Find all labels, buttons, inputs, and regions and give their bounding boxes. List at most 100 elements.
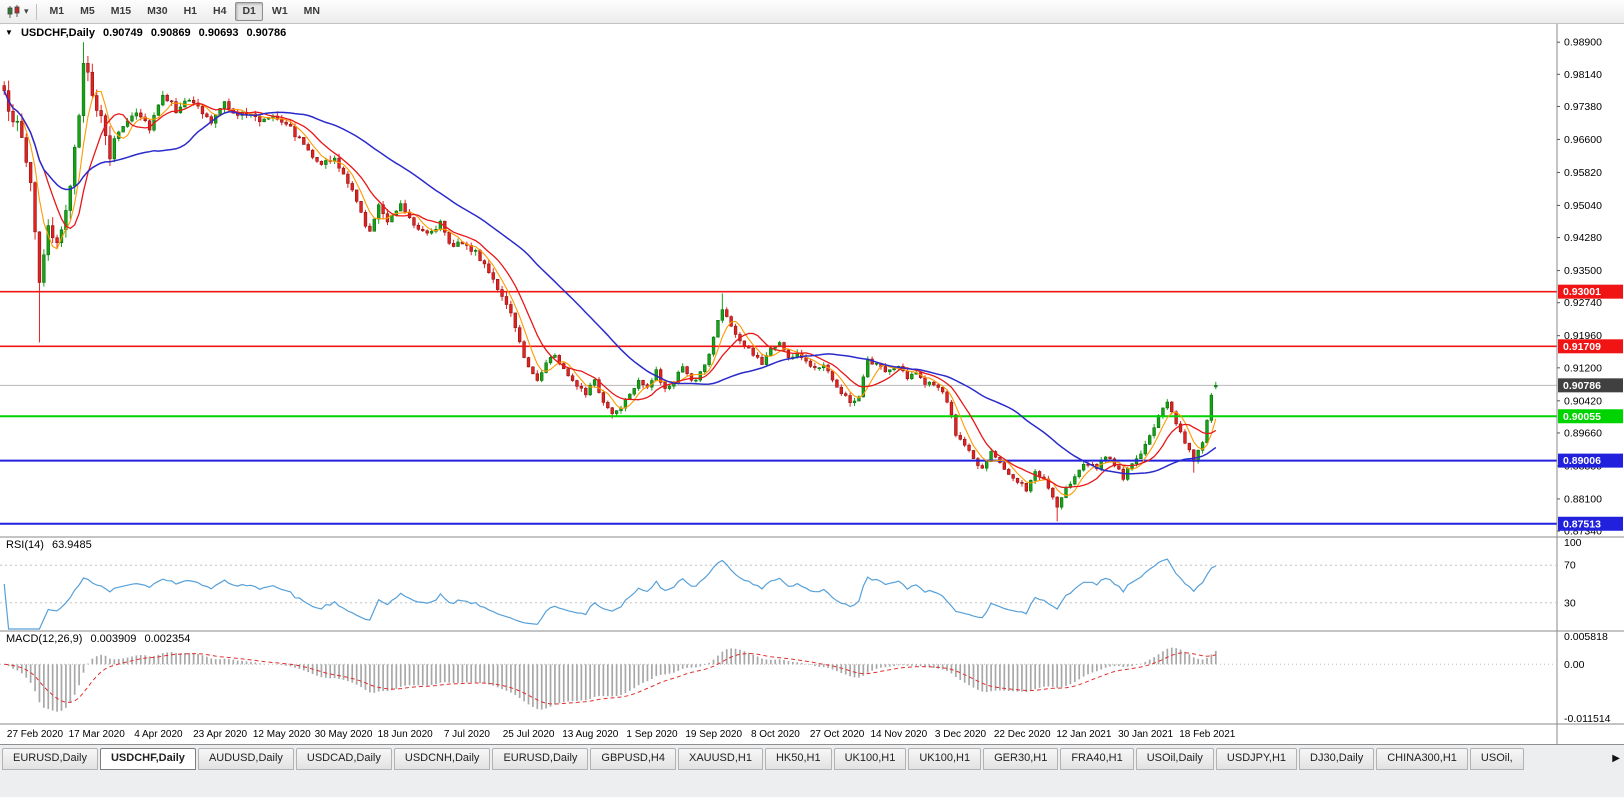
svg-text:0.96600: 0.96600 [1564,134,1602,146]
svg-text:100: 100 [1564,537,1582,549]
svg-text:18 Feb 2021: 18 Feb 2021 [1179,729,1236,740]
timeframe-h4[interactable]: H4 [213,5,227,17]
macd-signal-value: 0.002354 [144,633,191,645]
chart-type-icon[interactable] [4,3,24,21]
ohlc-close: 0.90786 [246,27,287,39]
svg-text:0.88100: 0.88100 [1564,493,1602,505]
macd-signal-line [4,652,1216,705]
svg-text:12 May 2020: 12 May 2020 [253,729,311,740]
svg-text:27 Feb 2020: 27 Feb 2020 [7,729,64,740]
tab-scroll-right-icon[interactable]: ▶ [1612,753,1620,764]
macd-panel [0,647,1557,712]
symbol-tab-usdchf-daily[interactable]: USDCHF,Daily [99,748,196,770]
symbol-tab-ger30-h1[interactable]: GER30,H1 [983,748,1059,770]
svg-text:0.00: 0.00 [1564,659,1585,671]
svg-text:0.90786: 0.90786 [1563,380,1601,392]
svg-text:70: 70 [1564,560,1576,572]
ohlc-high: 0.90869 [150,27,191,39]
svg-text:8 Oct 2020: 8 Oct 2020 [751,729,800,740]
rsi-indicator-name: RSI(14) [6,539,44,551]
timeframe-d1[interactable]: D1 [235,2,263,21]
chart-symbol-period: USDCHF,Daily [20,27,95,39]
timeframe-m5[interactable]: M5 [80,5,95,17]
symbol-tab-audusd-daily[interactable]: AUDUSD,Daily [197,748,294,770]
svg-text:0.95820: 0.95820 [1564,167,1602,179]
horizontal-level-lines[interactable] [0,290,1557,525]
svg-text:4 Apr 2020: 4 Apr 2020 [134,729,183,740]
symbol-tab-xauusd-h1[interactable]: XAUUSD,H1 [677,748,763,770]
symbol-tab-china300-h1[interactable]: CHINA300,H1 [1376,748,1468,770]
svg-text:17 Mar 2020: 17 Mar 2020 [69,729,126,740]
macd-indicator-name: MACD(12,26,9) [6,633,83,645]
symbol-tab-gbpusd-h4[interactable]: GBPUSD,H4 [590,748,676,770]
symbol-tab-usoil[interactable]: USOil, [1469,748,1524,770]
svg-text:30 May 2020: 30 May 2020 [315,729,373,740]
svg-text:0.94280: 0.94280 [1564,232,1602,244]
symbol-tab-uk100-h1[interactable]: UK100,H1 [908,748,982,770]
symbol-tab-usdjpy-h1[interactable]: USDJPY,H1 [1215,748,1298,770]
symbol-tab-usdcnh-daily[interactable]: USDCNH,Daily [393,748,491,770]
symbol-tab-dj30-daily[interactable]: DJ30,Daily [1299,748,1375,770]
svg-text:0.91960: 0.91960 [1564,330,1602,342]
timeframe-mn[interactable]: MN [303,5,320,17]
svg-text:13 Aug 2020: 13 Aug 2020 [562,729,619,740]
timeframe-m30[interactable]: M30 [147,5,168,17]
svg-text:30 Jan 2021: 30 Jan 2021 [1118,729,1173,740]
symbol-tabs-row: EURUSD,Daily USDCHF,Daily AUDUSD,Daily USDC… [0,748,1624,770]
price-level-badges: 0.93001 0.91709 0.90055 0.89006 0.87513 0.907… [1558,284,1623,531]
moving-average-lines [3,90,1217,497]
svg-text:0.90420: 0.90420 [1564,395,1602,407]
candlestick-series [2,42,1218,522]
symbol-tab-usdcad-daily[interactable]: USDCAD,Daily [295,748,392,770]
symbol-tab-hk50-h1[interactable]: HK50,H1 [764,748,832,770]
legend-marker-icon: ▼ [5,28,13,37]
chart-legend: ▼ USDCHF,Daily 0.90749 0.90869 0.90693 0… [5,27,291,39]
svg-text:0.005818: 0.005818 [1564,631,1608,643]
svg-text:0.89660: 0.89660 [1564,427,1602,439]
ohlc-low: 0.90693 [198,27,239,39]
svg-text:7 Jul 2020: 7 Jul 2020 [444,729,491,740]
rsi-indicator-value: 63.9485 [51,539,92,551]
symbol-tab-eurusd-daily[interactable]: EURUSD,Daily [2,748,98,770]
macd-axis-labels: 0.005818 0.00 -0.011514 [1564,631,1611,725]
svg-text:0.91200: 0.91200 [1564,362,1602,374]
panel-separators [0,24,1624,744]
svg-text:1 Sep 2020: 1 Sep 2020 [626,729,678,740]
symbol-tab-uk100-h1[interactable]: UK100,H1 [833,748,907,770]
svg-text:0.98140: 0.98140 [1564,69,1602,81]
svg-text:30: 30 [1564,597,1576,609]
svg-text:22 Dec 2020: 22 Dec 2020 [994,729,1051,740]
macd-main-value: 0.003909 [90,633,137,645]
svg-text:14 Nov 2020: 14 Nov 2020 [870,729,927,740]
svg-text:27 Oct 2020: 27 Oct 2020 [810,729,865,740]
date-axis-labels: 27 Feb 2020 17 Mar 2020 4 Apr 2020 23 Apr 2… [7,729,1236,740]
svg-text:12 Jan 2021: 12 Jan 2021 [1056,729,1111,740]
svg-text:0.89006: 0.89006 [1563,455,1601,467]
svg-text:0.97380: 0.97380 [1564,101,1602,113]
svg-text:19 Sep 2020: 19 Sep 2020 [685,729,742,740]
symbol-tab-usoil-daily[interactable]: USOil,Daily [1135,748,1214,770]
svg-text:23 Apr 2020: 23 Apr 2020 [193,729,247,740]
timeframe-w1[interactable]: W1 [271,5,288,17]
timeframe-m15[interactable]: M15 [110,5,132,17]
symbol-tab-eurusd-daily[interactable]: EURUSD,Daily [492,748,589,770]
timeframe-m1[interactable]: M1 [49,5,65,17]
svg-text:0.91709: 0.91709 [1563,341,1601,353]
timeframe-button-group: M1 M5 M15 M30 H1 H4 D1 W1 MN [42,2,328,21]
svg-text:0.93001: 0.93001 [1563,286,1601,298]
rsi-panel [0,558,1557,630]
rsi-header: RSI(14) 63.9485 [6,539,97,551]
svg-text:0.87513: 0.87513 [1563,518,1601,530]
timeframe-h1[interactable]: H1 [183,5,198,17]
svg-text:0.95040: 0.95040 [1564,200,1602,212]
svg-text:3 Dec 2020: 3 Dec 2020 [935,729,987,740]
symbol-tabbar: EURUSD,Daily USDCHF,Daily AUDUSD,Daily USDC… [0,744,1624,797]
symbol-tab-fra40-h1[interactable]: FRA40,H1 [1060,748,1134,770]
svg-text:0.93500: 0.93500 [1564,265,1602,277]
dropdown-caret-icon[interactable]: ▾ [24,6,29,16]
svg-text:0.92740: 0.92740 [1564,297,1602,309]
macd-header: MACD(12,26,9) 0.003909 0.002354 [6,633,195,645]
ohlc-open: 0.90749 [103,27,143,39]
svg-text:18 Jun 2020: 18 Jun 2020 [378,729,433,740]
